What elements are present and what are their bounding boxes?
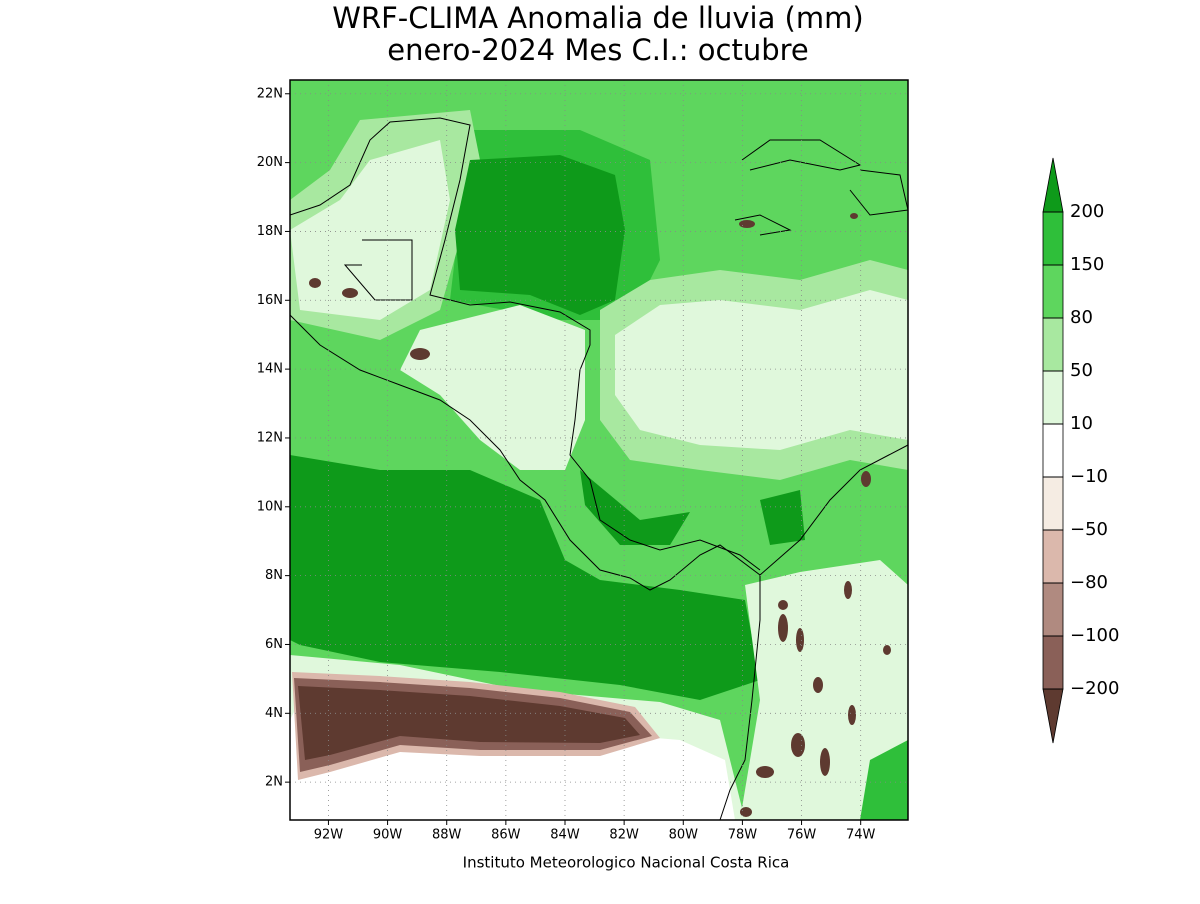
colorbar-segment — [1042, 317, 1064, 372]
lat-tick-label: 4N — [265, 706, 283, 721]
colorbar-segment — [1042, 157, 1064, 213]
map-field — [290, 80, 908, 820]
lat-tick-label: 16N — [257, 293, 283, 308]
colorbar-label: −10 — [1070, 466, 1108, 487]
lat-tick-label: 2N — [265, 775, 283, 790]
lon-tick-label: 78W — [728, 828, 758, 843]
lon-tick-label: 88W — [432, 828, 462, 843]
colorbar-label: 150 — [1070, 254, 1104, 275]
colorbar-label: 50 — [1070, 360, 1093, 381]
lat-tick-label: 8N — [265, 568, 283, 583]
lat-tick-label: 10N — [257, 499, 283, 514]
title-line: enero-2024 Mes C.I.: octubre — [387, 33, 809, 67]
colorbar-label: −50 — [1070, 519, 1108, 540]
grid — [290, 80, 908, 820]
colorbar-label: −80 — [1070, 572, 1108, 593]
lon-tick-label: 80W — [669, 828, 699, 843]
lon-tick-label: 74W — [846, 828, 876, 843]
lat-tick-label: 20N — [257, 155, 283, 170]
lat-tick-label: 6N — [265, 637, 283, 652]
lon-tick-label: 82W — [609, 828, 639, 843]
lat-tick-label: 14N — [257, 362, 283, 377]
map-frame — [289, 79, 909, 821]
colorbar-label: 200 — [1070, 201, 1104, 222]
colorbar-segment — [1042, 529, 1064, 584]
lon-tick-label: 90W — [373, 828, 403, 843]
colorbar-segment — [1042, 211, 1064, 266]
lat-tick-label: 18N — [257, 224, 283, 239]
colorbar-segment — [1042, 476, 1064, 531]
lon-tick-label: 92W — [314, 828, 344, 843]
lat-tick-label: 12N — [257, 430, 283, 445]
credit: Instituto Meteorologico Nacional Costa R… — [463, 854, 790, 872]
lon-tick-label: 76W — [787, 828, 817, 843]
colorbar-segment — [1042, 264, 1064, 319]
colorbar-label: −200 — [1070, 678, 1119, 699]
colorbar-segment — [1042, 688, 1064, 744]
colorbar-segment — [1042, 635, 1064, 690]
colorbar-segment — [1042, 423, 1064, 478]
lon-tick-label: 86W — [491, 828, 521, 843]
colorbar-label: −100 — [1070, 625, 1119, 646]
colorbar-label: 80 — [1070, 307, 1093, 328]
colorbar-segment — [1042, 582, 1064, 637]
lon-tick-label: 84W — [550, 828, 580, 843]
colorbar-label: 10 — [1070, 413, 1093, 434]
title-line: WRF-CLIMA Anomalia de lluvia (mm) — [332, 1, 863, 35]
colorbar-segment — [1042, 370, 1064, 425]
lat-tick-label: 22N — [257, 86, 283, 101]
